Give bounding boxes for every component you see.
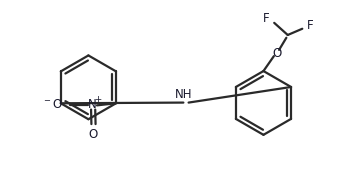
Text: NH: NH bbox=[175, 88, 193, 101]
Text: +: + bbox=[94, 95, 101, 104]
Text: O: O bbox=[272, 46, 281, 60]
Text: O: O bbox=[88, 127, 98, 141]
Text: $^-$O: $^-$O bbox=[43, 98, 64, 111]
Text: F: F bbox=[307, 19, 314, 32]
Text: F: F bbox=[263, 12, 269, 25]
Text: N: N bbox=[88, 98, 97, 111]
